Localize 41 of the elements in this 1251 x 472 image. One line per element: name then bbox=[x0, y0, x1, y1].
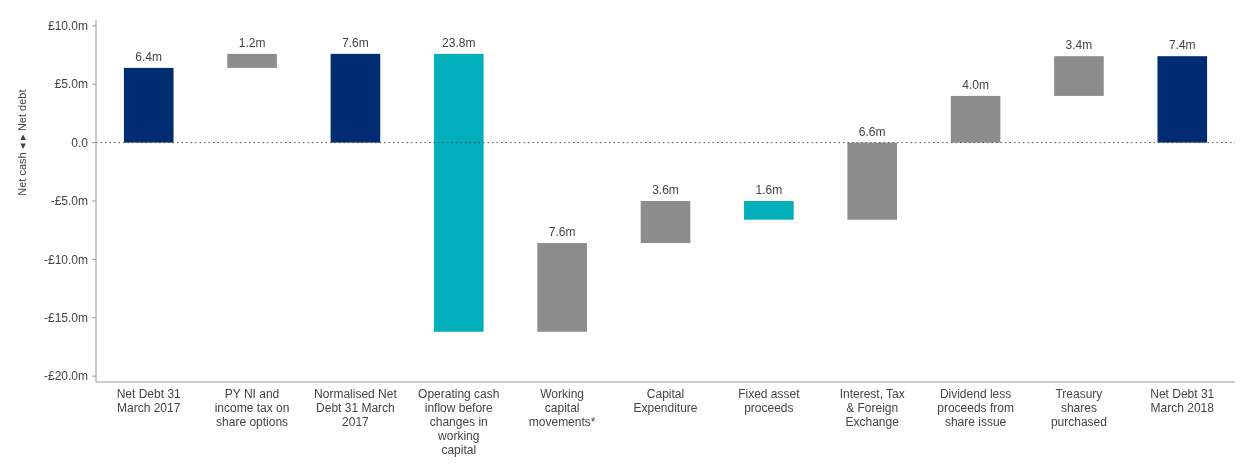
data-label: 7.6m bbox=[342, 35, 369, 50]
data-label: 1.6m bbox=[755, 183, 783, 197]
x-tick-label: Fixed asset proceeds bbox=[738, 387, 801, 415]
data-label: 3.4m bbox=[1065, 38, 1093, 53]
x-tick-label: Normalised Net Debt 31 March 2017 bbox=[314, 387, 398, 429]
bar bbox=[433, 53, 484, 332]
bar bbox=[227, 53, 277, 68]
x-tick-label: PY NI and income tax on share options bbox=[214, 387, 290, 429]
data-label: 7.4m bbox=[1168, 38, 1196, 53]
data-label: 7.6m bbox=[548, 225, 576, 240]
x-tick-label: Working capital movements* bbox=[528, 387, 596, 429]
bar bbox=[537, 243, 587, 332]
bar bbox=[950, 95, 1001, 143]
x-tick-label: Capital Expenditure bbox=[633, 387, 698, 415]
y-tick-label: -£15.0m bbox=[43, 310, 88, 325]
y-tick-label: £5.0m bbox=[54, 77, 88, 92]
bar bbox=[330, 53, 381, 143]
bar bbox=[744, 201, 794, 220]
y-tick-label: -£5.0m bbox=[50, 194, 88, 209]
bar bbox=[1054, 56, 1104, 96]
bar bbox=[1157, 56, 1208, 143]
y-tick-label: -£10.0m bbox=[43, 252, 88, 267]
data-label: 4.0m bbox=[962, 77, 989, 92]
data-label: 23.8m bbox=[442, 35, 476, 50]
bar bbox=[640, 201, 691, 244]
data-label: 6.4m bbox=[135, 49, 163, 64]
bar bbox=[847, 142, 898, 220]
x-tick-label: Treasury shares purchased bbox=[1050, 387, 1107, 429]
data-label: 6.6m bbox=[858, 124, 886, 139]
y-tick-label: £10.0m bbox=[47, 19, 88, 34]
y-tick-label: -£20.0m bbox=[43, 369, 88, 384]
data-label: 3.6m bbox=[652, 183, 679, 197]
y-tick-label: 0.0 bbox=[71, 135, 89, 150]
x-tick-label: Net Debt 31 March 2018 bbox=[1150, 387, 1215, 415]
x-tick-label: Net Debt 31 March 2017 bbox=[116, 387, 182, 415]
x-tick-label: Dividend less proceeds from share issue bbox=[937, 387, 1014, 429]
x-tick-label: Operating cash inflow before changes in working capital bbox=[418, 387, 500, 457]
bar bbox=[123, 67, 174, 143]
data-label: 1.2m bbox=[238, 35, 266, 50]
x-tick-label: Interest, Tax & Foreign Exchange bbox=[839, 387, 905, 429]
y-axis-title: Net cash ◂ ▸ Net debt bbox=[16, 89, 28, 196]
